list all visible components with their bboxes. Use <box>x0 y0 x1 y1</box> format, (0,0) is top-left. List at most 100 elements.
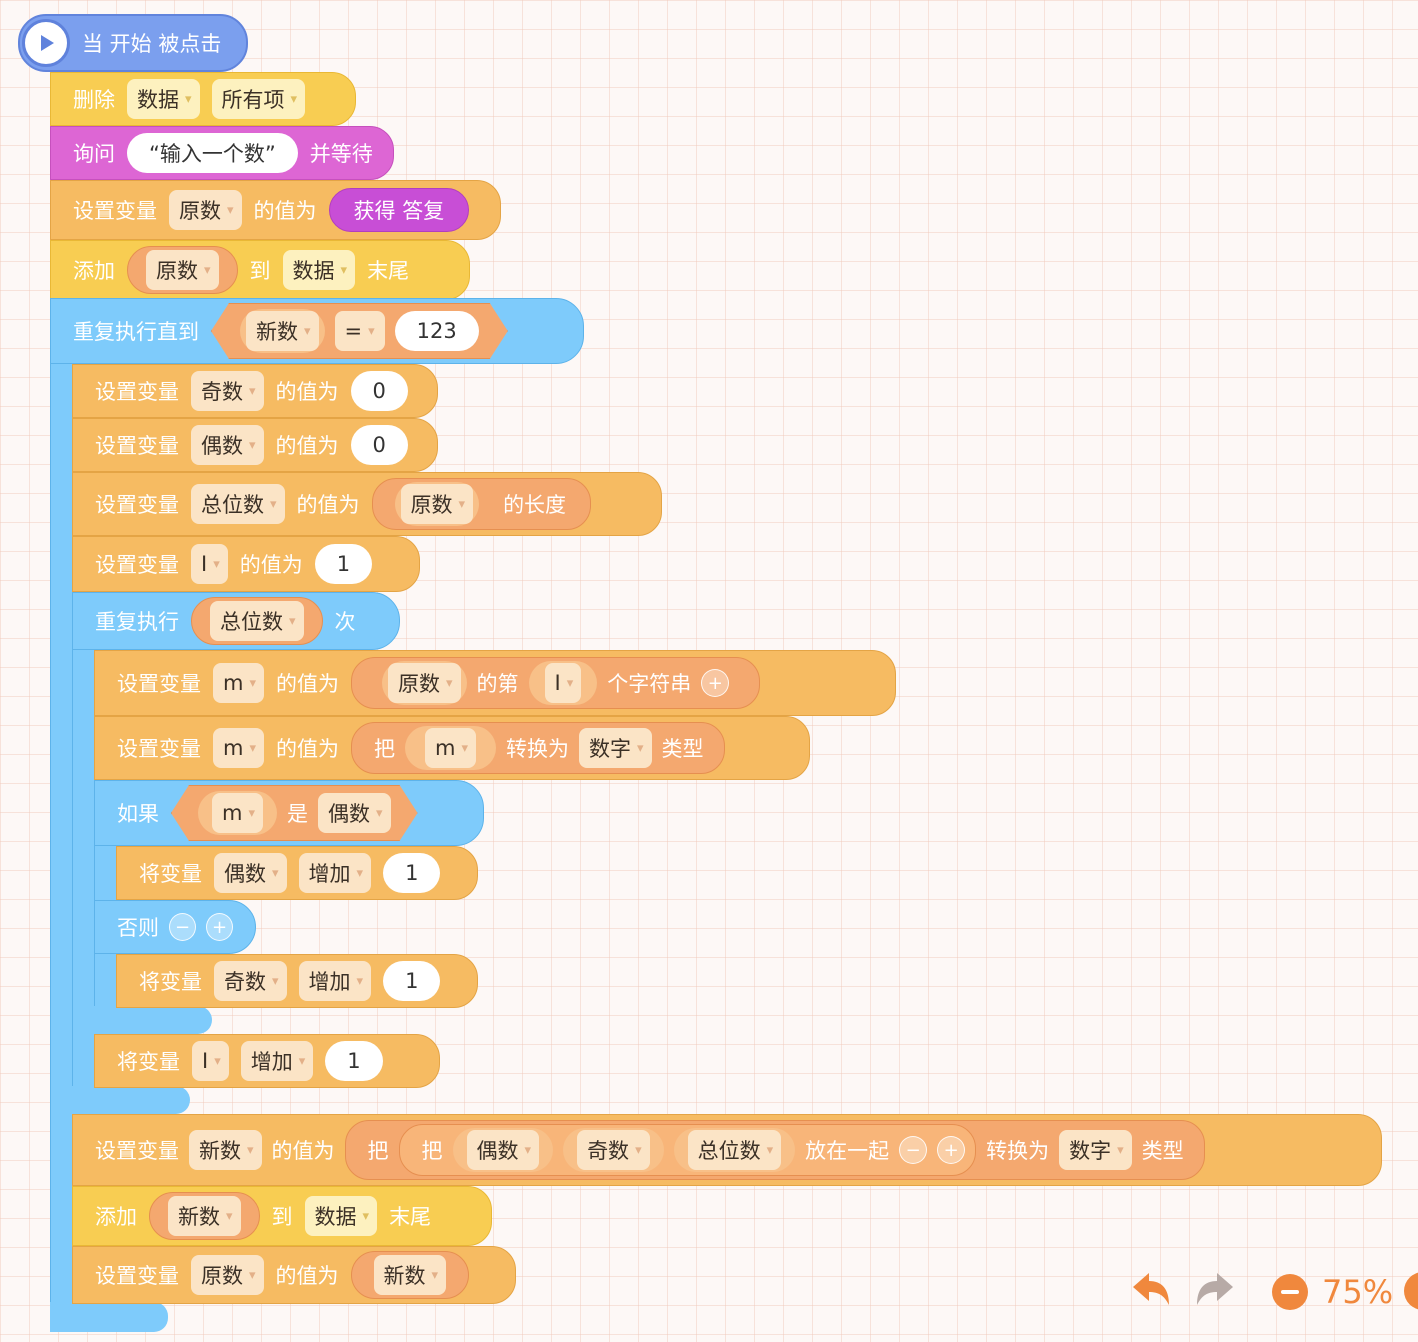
question-input[interactable]: “输入一个数” <box>127 133 298 173</box>
ask-and-wait-block[interactable]: 询问 “输入一个数” 并等待 <box>50 126 394 180</box>
type-dropdown[interactable]: 数字 ▾ <box>579 728 652 768</box>
variable-reporter[interactable]: 新数 ▾ <box>240 309 325 353</box>
else-branch[interactable]: 否则 − + <box>94 900 256 954</box>
value-input[interactable]: 0 <box>350 425 408 465</box>
variable-reporter[interactable]: 原数 ▾ <box>127 246 238 294</box>
variable-dropdown[interactable]: 原数 ▾ <box>388 663 461 703</box>
variable-dropdown[interactable]: 新数 ▾ <box>168 1196 241 1236</box>
operator-dropdown[interactable]: = ▾ <box>335 311 385 351</box>
length-of-reporter[interactable]: 原数 ▾ 的长度 <box>371 478 592 530</box>
operation-dropdown[interactable]: 增加 ▾ <box>240 1041 314 1081</box>
redo-button[interactable] <box>1190 1268 1240 1314</box>
index-dropdown[interactable]: I ▾ <box>544 663 582 703</box>
variable-dropdown[interactable]: 新数 ▾ <box>246 311 319 351</box>
add-to-list-block[interactable]: 添加 原数 ▾ 到 数据 ▾ 末尾 <box>50 240 470 300</box>
zoom-in-button[interactable] <box>1404 1272 1418 1312</box>
block-mid: 的值为 <box>276 672 339 696</box>
variable-dropdown[interactable]: 奇数 ▾ <box>191 371 264 411</box>
block-label: 设置变量 <box>95 434 179 458</box>
variable-reporter[interactable]: m ▾ <box>405 726 496 770</box>
value-input[interactable]: 0 <box>350 371 408 411</box>
variable-dropdown[interactable]: 原数 ▾ <box>400 484 474 524</box>
change-variable-block[interactable]: 将变量 奇数 ▾ 增加 ▾ 1 <box>116 954 478 1008</box>
plus-icon[interactable]: + <box>701 669 730 697</box>
undo-button[interactable] <box>1126 1268 1176 1314</box>
variable-reporter[interactable]: 新数 ▾ <box>149 1192 260 1240</box>
item-dropdown[interactable]: 所有项 ▾ <box>211 79 306 119</box>
index-reporter[interactable]: I ▾ <box>528 661 598 705</box>
variable-dropdown[interactable]: 奇数 ▾ <box>577 1130 650 1170</box>
value-input[interactable]: 1 <box>383 961 441 1001</box>
variable-reporter[interactable]: 偶数 ▾ <box>452 1128 554 1172</box>
variable-reporter[interactable]: 总位数 ▾ <box>673 1128 796 1172</box>
if-else-block[interactable]: 如果 m ▾ 是 偶数 ▾ <box>94 780 484 846</box>
value-input[interactable]: 1 <box>314 544 373 584</box>
repeat-until-body-bar <box>50 360 72 1310</box>
answer-reporter[interactable]: 获得 答复 <box>328 188 470 232</box>
variable-dropdown[interactable]: m ▾ <box>213 728 264 768</box>
list-dropdown[interactable]: 数据 ▾ <box>127 79 200 119</box>
variable-dropdown[interactable]: 新数 ▾ <box>373 1255 447 1295</box>
value-input[interactable]: 1 <box>325 1041 383 1081</box>
variable-dropdown[interactable]: I ▾ <box>191 544 228 584</box>
type-dropdown[interactable]: 数字 ▾ <box>1059 1130 1132 1170</box>
chevron-down-icon: ▾ <box>461 740 468 756</box>
variable-dropdown[interactable]: 偶数 ▾ <box>466 1130 540 1170</box>
convert-type-reporter[interactable]: 把 把 偶数 ▾ 奇数 ▾ 总位数 ▾ 放在一起 − + 转换为 数字 ▾ 类型 <box>344 1120 1205 1180</box>
variable-dropdown[interactable]: 总位数 ▾ <box>191 484 285 524</box>
variable-dropdown[interactable]: 原数 ▾ <box>191 1255 264 1295</box>
list-dropdown[interactable]: 数据 ▾ <box>304 1196 378 1236</box>
operation-dropdown[interactable]: 增加 ▾ <box>298 961 372 1001</box>
value-input[interactable]: 1 <box>383 853 441 893</box>
minus-icon[interactable]: − <box>169 913 196 941</box>
change-variable-block[interactable]: 将变量 I ▾ 增加 ▾ 1 <box>94 1034 440 1088</box>
equals-condition[interactable]: 新数 ▾ = ▾ 123 <box>211 303 508 359</box>
set-variable-block[interactable]: 设置变量 新数 ▾ 的值为 把 把 偶数 ▾ 奇数 ▾ 总位数 ▾ 放在一起 − + 转… <box>72 1114 1382 1186</box>
add-to-list-block[interactable]: 添加 新数 ▾ 到 数据 ▾ 末尾 <box>72 1186 492 1246</box>
list-dropdown[interactable]: 数据 ▾ <box>282 250 356 290</box>
repeat-times-block[interactable]: 重复执行 总位数 ▾ 次 <box>72 592 400 650</box>
zoom-out-button[interactable] <box>1270 1272 1310 1312</box>
variable-dropdown[interactable]: 原数 ▾ <box>169 190 242 230</box>
minus-icon[interactable]: − <box>899 1136 928 1164</box>
variable-dropdown[interactable]: m ▾ <box>212 793 263 833</box>
variable-dropdown[interactable]: 原数 ▾ <box>146 250 219 290</box>
variable-dropdown[interactable]: m ▾ <box>425 728 476 768</box>
set-variable-block[interactable]: 设置变量 原数 ▾ 的值为 新数 ▾ <box>72 1246 516 1304</box>
variable-dropdown[interactable]: m ▾ <box>213 663 264 703</box>
variable-dropdown[interactable]: 总位数 ▾ <box>210 601 304 641</box>
variable-reporter[interactable]: 奇数 ▾ <box>563 1128 664 1172</box>
variable-dropdown[interactable]: 偶数 ▾ <box>214 853 287 893</box>
plus-icon[interactable]: + <box>937 1136 966 1164</box>
change-variable-block[interactable]: 将变量 偶数 ▾ 增加 ▾ 1 <box>116 846 478 900</box>
when-start-clicked-block[interactable]: 当 开始 被点击 <box>18 14 248 72</box>
variable-reporter[interactable]: 原数 ▾ <box>382 661 467 705</box>
delete-list-block[interactable]: 删除 数据 ▾ 所有项 ▾ <box>50 72 356 126</box>
variable-reporter[interactable]: m ▾ <box>198 791 277 835</box>
repeat-until-block[interactable]: 重复执行直到 新数 ▾ = ▾ 123 <box>50 298 584 364</box>
variable-dropdown[interactable]: 新数 ▾ <box>189 1130 262 1170</box>
variable-dropdown[interactable]: 奇数 ▾ <box>214 961 287 1001</box>
set-variable-block[interactable]: 设置变量 m ▾ 的值为 把 m ▾ 转换为 数字 ▾ 类型 <box>94 716 810 780</box>
variable-dropdown[interactable]: I ▾ <box>192 1041 229 1081</box>
convert-type-reporter[interactable]: 把 m ▾ 转换为 数字 ▾ 类型 <box>351 722 725 774</box>
set-variable-block[interactable]: 设置变量 奇数 ▾ 的值为 0 <box>72 364 438 418</box>
plus-icon[interactable]: + <box>206 913 233 941</box>
is-even-condition[interactable]: m ▾ 是 偶数 ▾ <box>171 785 418 841</box>
variable-dropdown[interactable]: 总位数 ▾ <box>687 1130 782 1170</box>
variable-reporter[interactable]: 新数 ▾ <box>350 1251 470 1299</box>
variable-reporter[interactable]: 原数 ▾ <box>394 482 480 526</box>
chevron-down-icon: ▾ <box>340 262 348 278</box>
set-variable-block[interactable]: 设置变量 I ▾ 的值为 1 <box>72 536 420 592</box>
operation-dropdown[interactable]: 增加 ▾ <box>298 853 372 893</box>
variable-dropdown[interactable]: 偶数 ▾ <box>191 425 264 465</box>
join-reporter[interactable]: 把 偶数 ▾ 奇数 ▾ 总位数 ▾ 放在一起 − + <box>398 1124 977 1176</box>
nth-character-reporter[interactable]: 原数 ▾ 的第 I ▾ 个字符串 + <box>351 657 761 709</box>
compare-value-input[interactable]: 123 <box>395 311 479 351</box>
parity-dropdown[interactable]: 偶数 ▾ <box>318 793 391 833</box>
variable-reporter[interactable]: 总位数 ▾ <box>191 597 323 645</box>
set-variable-block[interactable]: 设置变量 原数 ▾ 的值为 获得 答复 <box>50 180 501 240</box>
set-variable-block[interactable]: 设置变量 m ▾ 的值为 原数 ▾ 的第 I ▾ 个字符串 + <box>94 650 896 716</box>
set-variable-block[interactable]: 设置变量 偶数 ▾ 的值为 0 <box>72 418 438 472</box>
set-variable-block[interactable]: 设置变量 总位数 ▾ 的值为 原数 ▾ 的长度 <box>72 472 662 536</box>
